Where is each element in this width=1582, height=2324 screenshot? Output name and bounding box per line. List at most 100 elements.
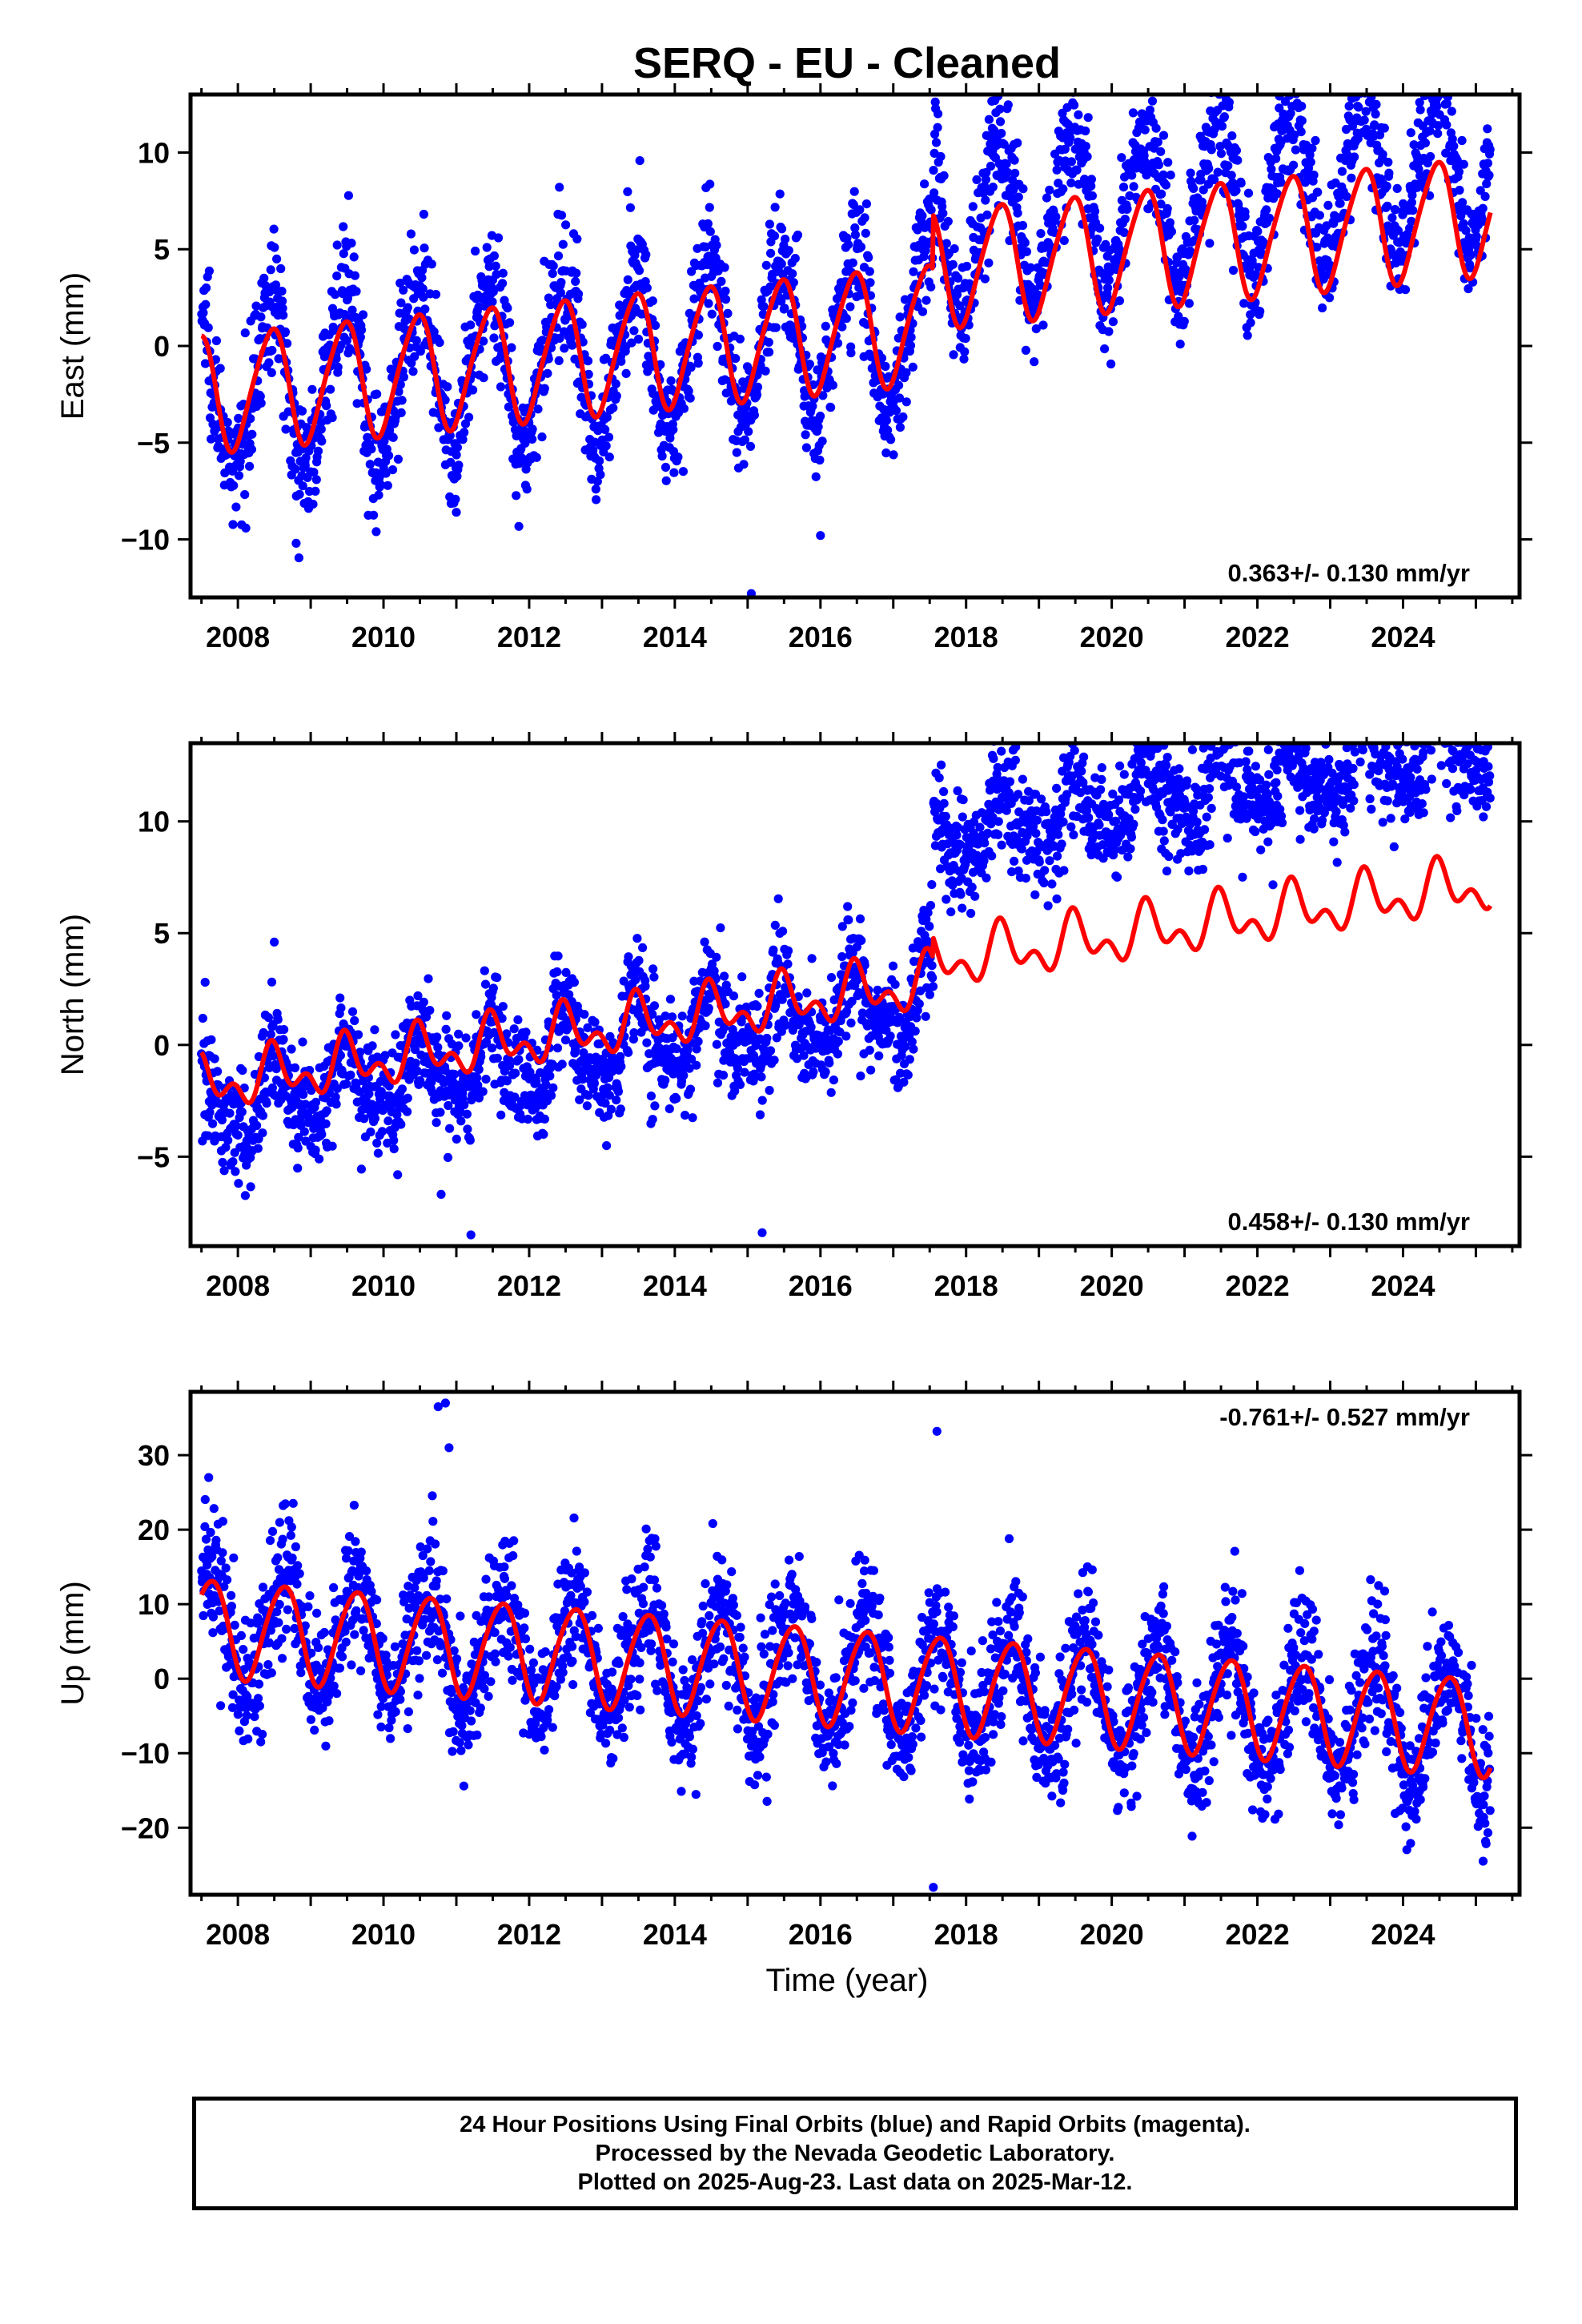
y-axis-label: East (mm) — [55, 272, 90, 420]
data-point — [898, 412, 908, 422]
data-point — [1432, 102, 1442, 111]
data-point — [393, 1170, 403, 1180]
data-point — [927, 880, 937, 890]
data-point — [1153, 137, 1162, 147]
data-point — [612, 1096, 621, 1105]
x-tick-label: 2024 — [1371, 621, 1435, 653]
data-point — [888, 961, 898, 971]
data-point — [833, 339, 843, 348]
data-point — [225, 1108, 235, 1118]
data-point — [828, 380, 837, 390]
data-point — [740, 435, 750, 444]
data-point — [905, 340, 916, 350]
data-point — [1080, 711, 1089, 720]
data-point — [466, 320, 476, 330]
data-point — [488, 287, 498, 296]
data-point — [412, 336, 421, 345]
data-point — [606, 1104, 616, 1114]
outlier-point — [291, 538, 301, 549]
data-point — [1307, 143, 1317, 153]
data-point — [1013, 138, 1022, 148]
data-point — [1166, 227, 1176, 236]
data-point — [1112, 872, 1122, 882]
data-point — [1033, 815, 1042, 825]
data-point — [1236, 179, 1246, 188]
data-point — [277, 287, 287, 296]
data-point — [980, 274, 990, 283]
data-point — [345, 344, 355, 353]
data-point — [1059, 866, 1069, 875]
data-point — [592, 476, 602, 486]
data-point — [496, 382, 506, 392]
data-point — [846, 1018, 856, 1027]
data-point — [1478, 203, 1488, 213]
data-point — [1454, 167, 1464, 177]
data-point — [300, 1100, 311, 1109]
data-point — [1119, 227, 1129, 237]
data-point — [339, 222, 348, 231]
data-point — [1407, 198, 1416, 207]
data-point — [351, 287, 361, 296]
data-point — [1355, 30, 1363, 38]
data-point — [1052, 783, 1062, 794]
data-point — [521, 1027, 531, 1037]
data-point — [432, 1032, 442, 1042]
data-point — [396, 380, 405, 389]
data-point — [967, 883, 977, 892]
data-point — [460, 428, 469, 437]
data-point — [259, 1073, 269, 1083]
data-point — [461, 1033, 471, 1043]
data-point — [1014, 192, 1023, 202]
data-point — [1021, 874, 1030, 883]
data-point — [231, 1121, 241, 1131]
data-point — [657, 451, 667, 461]
data-point — [1359, 70, 1367, 79]
data-point — [1233, 155, 1243, 165]
data-point — [1356, 78, 1365, 86]
data-point — [491, 261, 500, 271]
data-point — [444, 1100, 453, 1111]
data-point — [1243, 331, 1252, 340]
data-point — [372, 389, 382, 399]
data-point — [267, 977, 277, 987]
data-point — [841, 314, 851, 324]
data-point — [381, 468, 391, 478]
data-point — [363, 432, 372, 442]
data-point — [1387, 213, 1397, 223]
data-point — [281, 424, 291, 434]
data-point — [560, 344, 569, 353]
data-point — [387, 465, 398, 475]
data-point — [240, 490, 250, 500]
data-point — [1196, 175, 1206, 185]
data-point — [784, 246, 793, 255]
data-point — [790, 254, 800, 263]
figure-title: SERQ - EU - Cleaned — [633, 39, 1061, 87]
data-point — [1378, 150, 1387, 159]
data-point — [1119, 770, 1129, 779]
data-point — [555, 183, 564, 192]
data-point — [845, 302, 855, 312]
data-point — [926, 282, 936, 292]
x-tick-label: 2012 — [497, 621, 561, 653]
data-point — [1213, 167, 1223, 177]
data-point — [769, 945, 778, 955]
data-point — [1128, 108, 1138, 118]
data-point — [802, 988, 812, 998]
data-point — [199, 308, 208, 318]
data-point — [1371, 109, 1380, 119]
data-point — [905, 1055, 914, 1064]
data-point — [1086, 181, 1096, 191]
data-point — [336, 1003, 346, 1013]
data-point — [380, 1051, 390, 1060]
data-point — [520, 438, 530, 448]
data-point — [592, 495, 601, 505]
data-point — [237, 1107, 247, 1116]
data-point — [1106, 359, 1116, 369]
data-point — [279, 1035, 288, 1044]
data-point — [1037, 794, 1046, 804]
data-point — [833, 1036, 843, 1046]
outlier-point — [816, 531, 825, 541]
data-point — [1421, 73, 1430, 82]
data-point — [1117, 153, 1126, 163]
data-point — [1124, 722, 1133, 730]
